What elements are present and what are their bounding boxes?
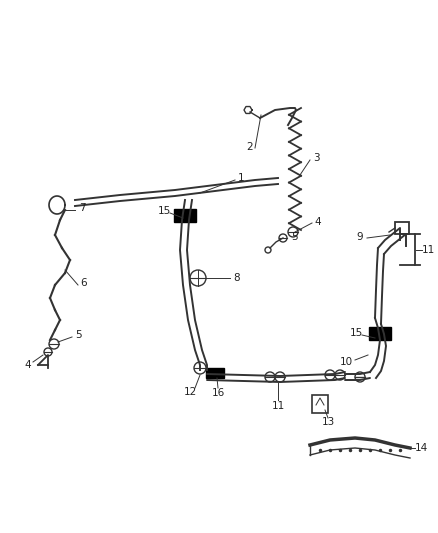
Text: 8: 8 (234, 273, 240, 283)
Text: 11: 11 (421, 245, 434, 255)
Text: 16: 16 (212, 388, 225, 398)
Text: 10: 10 (339, 357, 353, 367)
Text: 3: 3 (313, 153, 319, 163)
Text: 4: 4 (314, 217, 321, 227)
Bar (174, 208, 196, 222)
Text: 2: 2 (247, 142, 253, 152)
Text: 1: 1 (238, 173, 244, 183)
Text: 5: 5 (292, 232, 298, 242)
Text: 5: 5 (75, 330, 81, 340)
Text: 13: 13 (321, 417, 335, 427)
Bar (369, 327, 391, 340)
Bar (395, 222, 409, 234)
Text: 9: 9 (357, 232, 363, 242)
Text: 15: 15 (157, 206, 171, 216)
Bar (206, 368, 224, 378)
Text: 11: 11 (272, 401, 285, 411)
Text: 14: 14 (414, 443, 427, 453)
Text: 12: 12 (184, 387, 197, 397)
Bar (312, 395, 328, 413)
Text: 4: 4 (25, 360, 31, 370)
Text: 15: 15 (350, 328, 363, 338)
Text: 6: 6 (81, 278, 87, 288)
Text: 7: 7 (79, 203, 85, 213)
